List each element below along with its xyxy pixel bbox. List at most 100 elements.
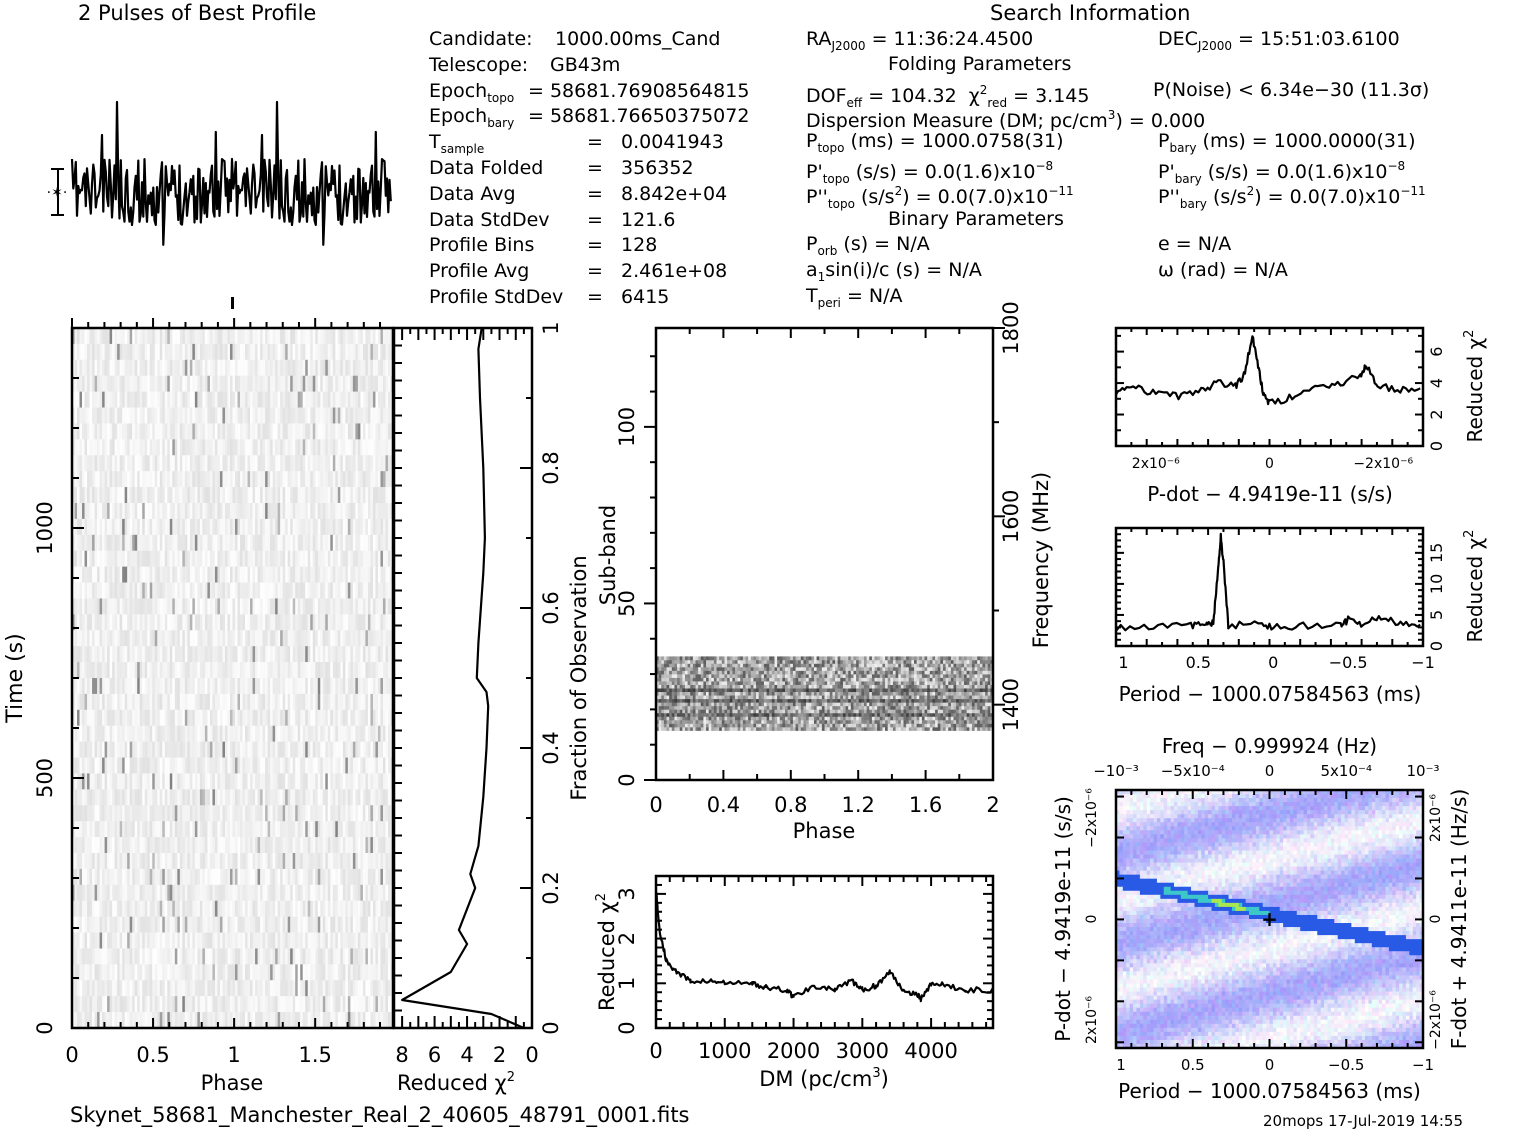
heatmap-cell <box>307 757 311 774</box>
heatmap-cell <box>134 471 138 488</box>
heatmap-cell <box>187 328 191 345</box>
heatmap-cell <box>144 423 148 440</box>
heatmap-cell <box>174 725 178 742</box>
heatmap-cell <box>127 725 131 742</box>
heatmap-cell <box>144 805 148 822</box>
heatmap-cell <box>182 455 186 472</box>
heatmap-cell <box>380 805 384 822</box>
heatmap-cell <box>219 678 224 695</box>
heatmap-cell <box>174 916 178 933</box>
heatmap-cell <box>237 503 241 520</box>
heatmap-cell <box>362 805 367 822</box>
heatmap-cell <box>199 693 204 711</box>
heatmap-cell <box>214 455 219 472</box>
heatmap-cell <box>87 598 91 615</box>
heatmap-cell <box>102 614 106 631</box>
heatmap-cell <box>169 741 173 758</box>
heatmap-cell <box>355 630 359 647</box>
heatmap-cell <box>285 757 289 774</box>
heatmap-cell <box>382 391 387 408</box>
info-value: = 0.0041943 <box>587 131 724 154</box>
heatmap-cell <box>194 614 198 631</box>
heatmap-cell <box>157 916 161 933</box>
heatmap-cell <box>262 868 266 886</box>
heatmap-cell <box>167 471 171 488</box>
heatmap-cell <box>357 566 361 583</box>
heatmap-cell <box>305 678 309 695</box>
heatmap-cell <box>252 773 256 790</box>
heatmap-cell <box>124 614 128 631</box>
heatmap-cell <box>367 725 372 742</box>
heatmap-cell <box>265 343 269 361</box>
heatmap-cell <box>240 821 244 838</box>
heatmap-cell <box>87 375 91 392</box>
heatmap-cell <box>104 455 108 472</box>
heatmap-cell <box>287 423 291 440</box>
heatmap-cell <box>335 503 339 520</box>
heatmap-cell <box>159 693 163 711</box>
heatmap-cell <box>99 375 103 392</box>
heatmap-cell <box>104 375 108 392</box>
heatmap-cell <box>312 566 316 583</box>
heatmap-cell <box>159 662 163 679</box>
heatmap-cell <box>174 423 178 440</box>
heatmap-cell <box>204 343 209 361</box>
heatmap-cell <box>139 853 143 870</box>
heatmap-cell <box>127 900 131 917</box>
heatmap-cell <box>235 614 239 631</box>
heatmap-cell <box>287 821 291 838</box>
heatmap-cell <box>362 630 367 647</box>
heatmap-cell <box>154 741 158 758</box>
heatmap-cell <box>252 343 256 361</box>
heatmap-cell <box>159 534 163 552</box>
heatmap-cell <box>237 487 241 504</box>
heatmap-cell <box>157 805 161 822</box>
heatmap-cell <box>290 375 294 392</box>
heatmap-cell <box>162 566 166 583</box>
heatmap-cell <box>79 566 83 583</box>
heatmap-cell <box>184 741 188 758</box>
heatmap-cell <box>355 375 359 392</box>
heatmap-cell <box>272 550 276 567</box>
heatmap-cell <box>197 709 201 727</box>
heatmap-cell <box>272 407 276 424</box>
heatmap-cell <box>307 455 311 472</box>
heatmap-cell <box>277 725 281 742</box>
heatmap-cell <box>382 868 387 886</box>
heatmap-cell <box>357 391 361 408</box>
heatmap-cell <box>345 741 349 758</box>
heatmap-cell <box>257 741 261 758</box>
heatmap-cell <box>305 884 309 902</box>
heatmap-cell <box>192 821 196 838</box>
heatmap-cell <box>184 709 188 727</box>
heatmap-cell <box>312 534 316 552</box>
heatmap-cell <box>382 678 387 695</box>
info-label: Epochbary <box>429 105 515 131</box>
heatmap-cell <box>237 582 241 599</box>
heatmap-cell <box>177 837 181 854</box>
heatmap-cell <box>114 518 118 536</box>
heatmap-cell <box>84 487 88 504</box>
heatmap-cell <box>217 534 221 552</box>
heatmap-cell <box>242 439 246 456</box>
heatmap-cell <box>300 391 304 408</box>
heatmap-cell <box>315 487 319 504</box>
heatmap-cell <box>77 725 81 742</box>
heatmap-cell <box>139 837 143 854</box>
heatmap-cell <box>322 598 326 615</box>
heatmap-cell <box>305 837 309 854</box>
heatmap-cell <box>87 487 91 504</box>
heatmap-cell <box>184 868 188 886</box>
heatmap-cell <box>124 343 128 361</box>
heatmap-cell <box>290 534 294 552</box>
heatmap-cell <box>240 518 244 536</box>
heatmap-cell <box>240 328 244 345</box>
heatmap-cell <box>147 328 151 345</box>
heatmap-cell <box>347 725 351 742</box>
heatmap-cell <box>99 678 103 695</box>
heatmap-cell <box>310 741 314 758</box>
heatmap-cell <box>350 550 354 567</box>
heatmap-cell <box>89 343 93 361</box>
heatmap-cell <box>227 582 231 599</box>
heatmap-cell <box>262 343 266 361</box>
